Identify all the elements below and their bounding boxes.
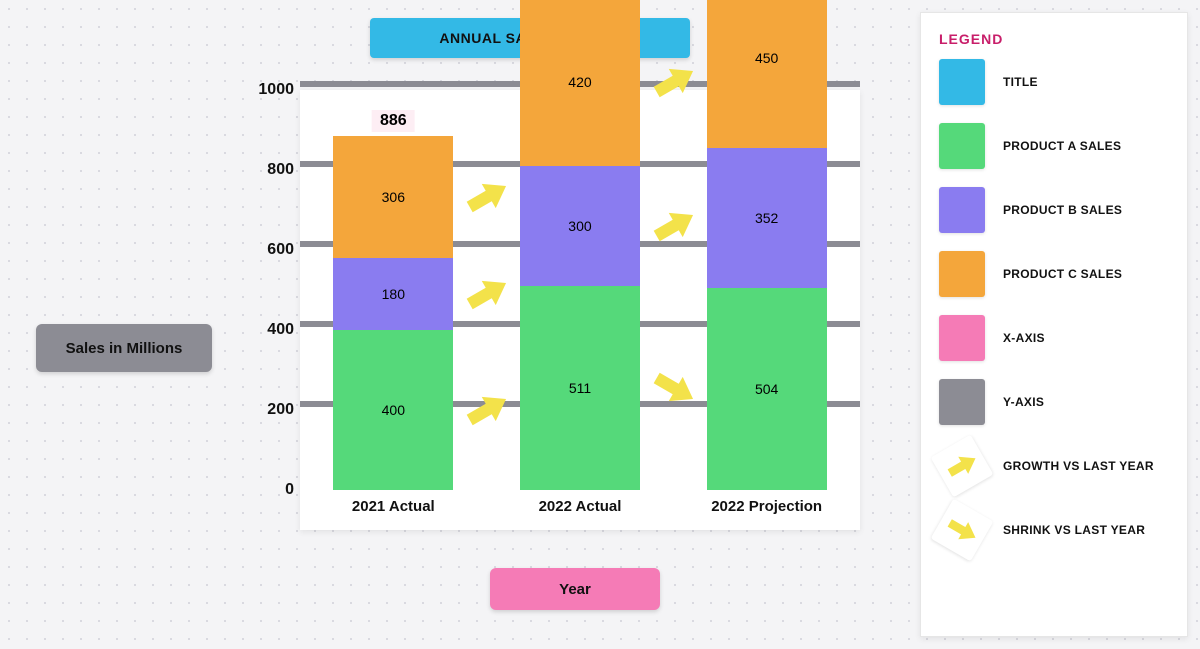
legend-label: SHRINK VS LAST YEAR xyxy=(1003,523,1145,537)
legend-panel: LEGEND TITLE PRODUCT A SALES PRODUCT B SAL… xyxy=(920,12,1188,637)
chart-plot-area: 020040060080010004001803068862021 Actual… xyxy=(300,90,860,530)
legend-label: PRODUCT C SALES xyxy=(1003,267,1122,281)
legend-item: SHRINK VS LAST YEAR xyxy=(939,507,1169,553)
ytick-label: 400 xyxy=(267,321,294,339)
legend-label: Y-AXIS xyxy=(1003,395,1044,409)
legend-title: LEGEND xyxy=(939,31,1169,47)
legend-label: PRODUCT B SALES xyxy=(1003,203,1122,217)
shrink-arrow-icon xyxy=(931,499,994,562)
yaxis-label-box: Sales in Millions xyxy=(36,324,212,372)
bar-category-label: 2022 Actual xyxy=(539,498,622,515)
bar-segment: 352 xyxy=(707,148,827,289)
legend-label: TITLE xyxy=(1003,75,1038,89)
legend-items: TITLE PRODUCT A SALES PRODUCT B SALES PRODU… xyxy=(939,59,1169,636)
legend-item: X-AXIS xyxy=(939,315,1169,361)
bar-column: 51130042012312022 Actual xyxy=(520,0,640,490)
ytick-label: 0 xyxy=(285,481,294,499)
legend-label: GROWTH VS LAST YEAR xyxy=(1003,459,1154,473)
legend-item: PRODUCT B SALES xyxy=(939,187,1169,233)
legend-item: PRODUCT C SALES xyxy=(939,251,1169,297)
legend-swatch xyxy=(939,123,985,169)
legend-item: PRODUCT A SALES xyxy=(939,123,1169,169)
bar-segment: 420 xyxy=(520,0,640,166)
legend-swatch xyxy=(939,187,985,233)
legend-label: PRODUCT A SALES xyxy=(1003,139,1121,153)
bar-category-label: 2022 Projection xyxy=(711,498,822,515)
bar-column: 50435245010312022 Projection xyxy=(707,0,827,490)
bar-segment: 400 xyxy=(333,330,453,490)
legend-item: GROWTH VS LAST YEAR xyxy=(939,443,1169,489)
bar-category-label: 2021 Actual xyxy=(352,498,435,515)
yaxis-label: Sales in Millions xyxy=(66,340,183,357)
xaxis-label-box: Year xyxy=(490,568,660,610)
ytick-label: 600 xyxy=(267,241,294,259)
ytick-label: 1000 xyxy=(258,81,294,99)
bar-stack: 511300420 xyxy=(520,0,640,490)
bar-segment: 306 xyxy=(333,136,453,258)
bar-segment: 504 xyxy=(707,288,827,490)
bar-stack: 504352450 xyxy=(707,0,827,490)
bar-segment: 511 xyxy=(520,286,640,490)
ytick-label: 200 xyxy=(267,401,294,419)
growth-arrow-icon xyxy=(931,435,994,498)
ytick-label: 800 xyxy=(267,161,294,179)
legend-item: TITLE xyxy=(939,59,1169,105)
bars-row: 4001803068862021 Actual51130042012312022… xyxy=(300,90,860,490)
bar-segment: 450 xyxy=(707,0,827,148)
bar-segment: 180 xyxy=(333,258,453,330)
legend-item: Y-AXIS xyxy=(939,379,1169,425)
bar-segment: 300 xyxy=(520,166,640,286)
bar-column: 4001803068862021 Actual xyxy=(333,136,453,490)
bar-stack: 400180306 xyxy=(333,136,453,490)
legend-swatch xyxy=(939,59,985,105)
xaxis-label: Year xyxy=(559,581,591,598)
legend-swatch xyxy=(939,315,985,361)
legend-swatch xyxy=(939,379,985,425)
legend-swatch xyxy=(939,251,985,297)
bar-total-label: 886 xyxy=(372,110,415,132)
legend-label: X-AXIS xyxy=(1003,331,1045,345)
